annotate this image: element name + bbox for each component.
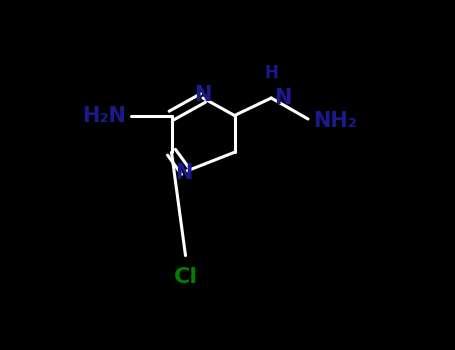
Text: N: N [175,163,192,183]
Text: H: H [264,64,278,83]
Text: NH₂: NH₂ [313,111,357,131]
Text: Cl: Cl [173,267,197,287]
Text: N: N [274,88,291,108]
Text: N: N [194,85,212,105]
Text: H₂N: H₂N [82,105,126,126]
